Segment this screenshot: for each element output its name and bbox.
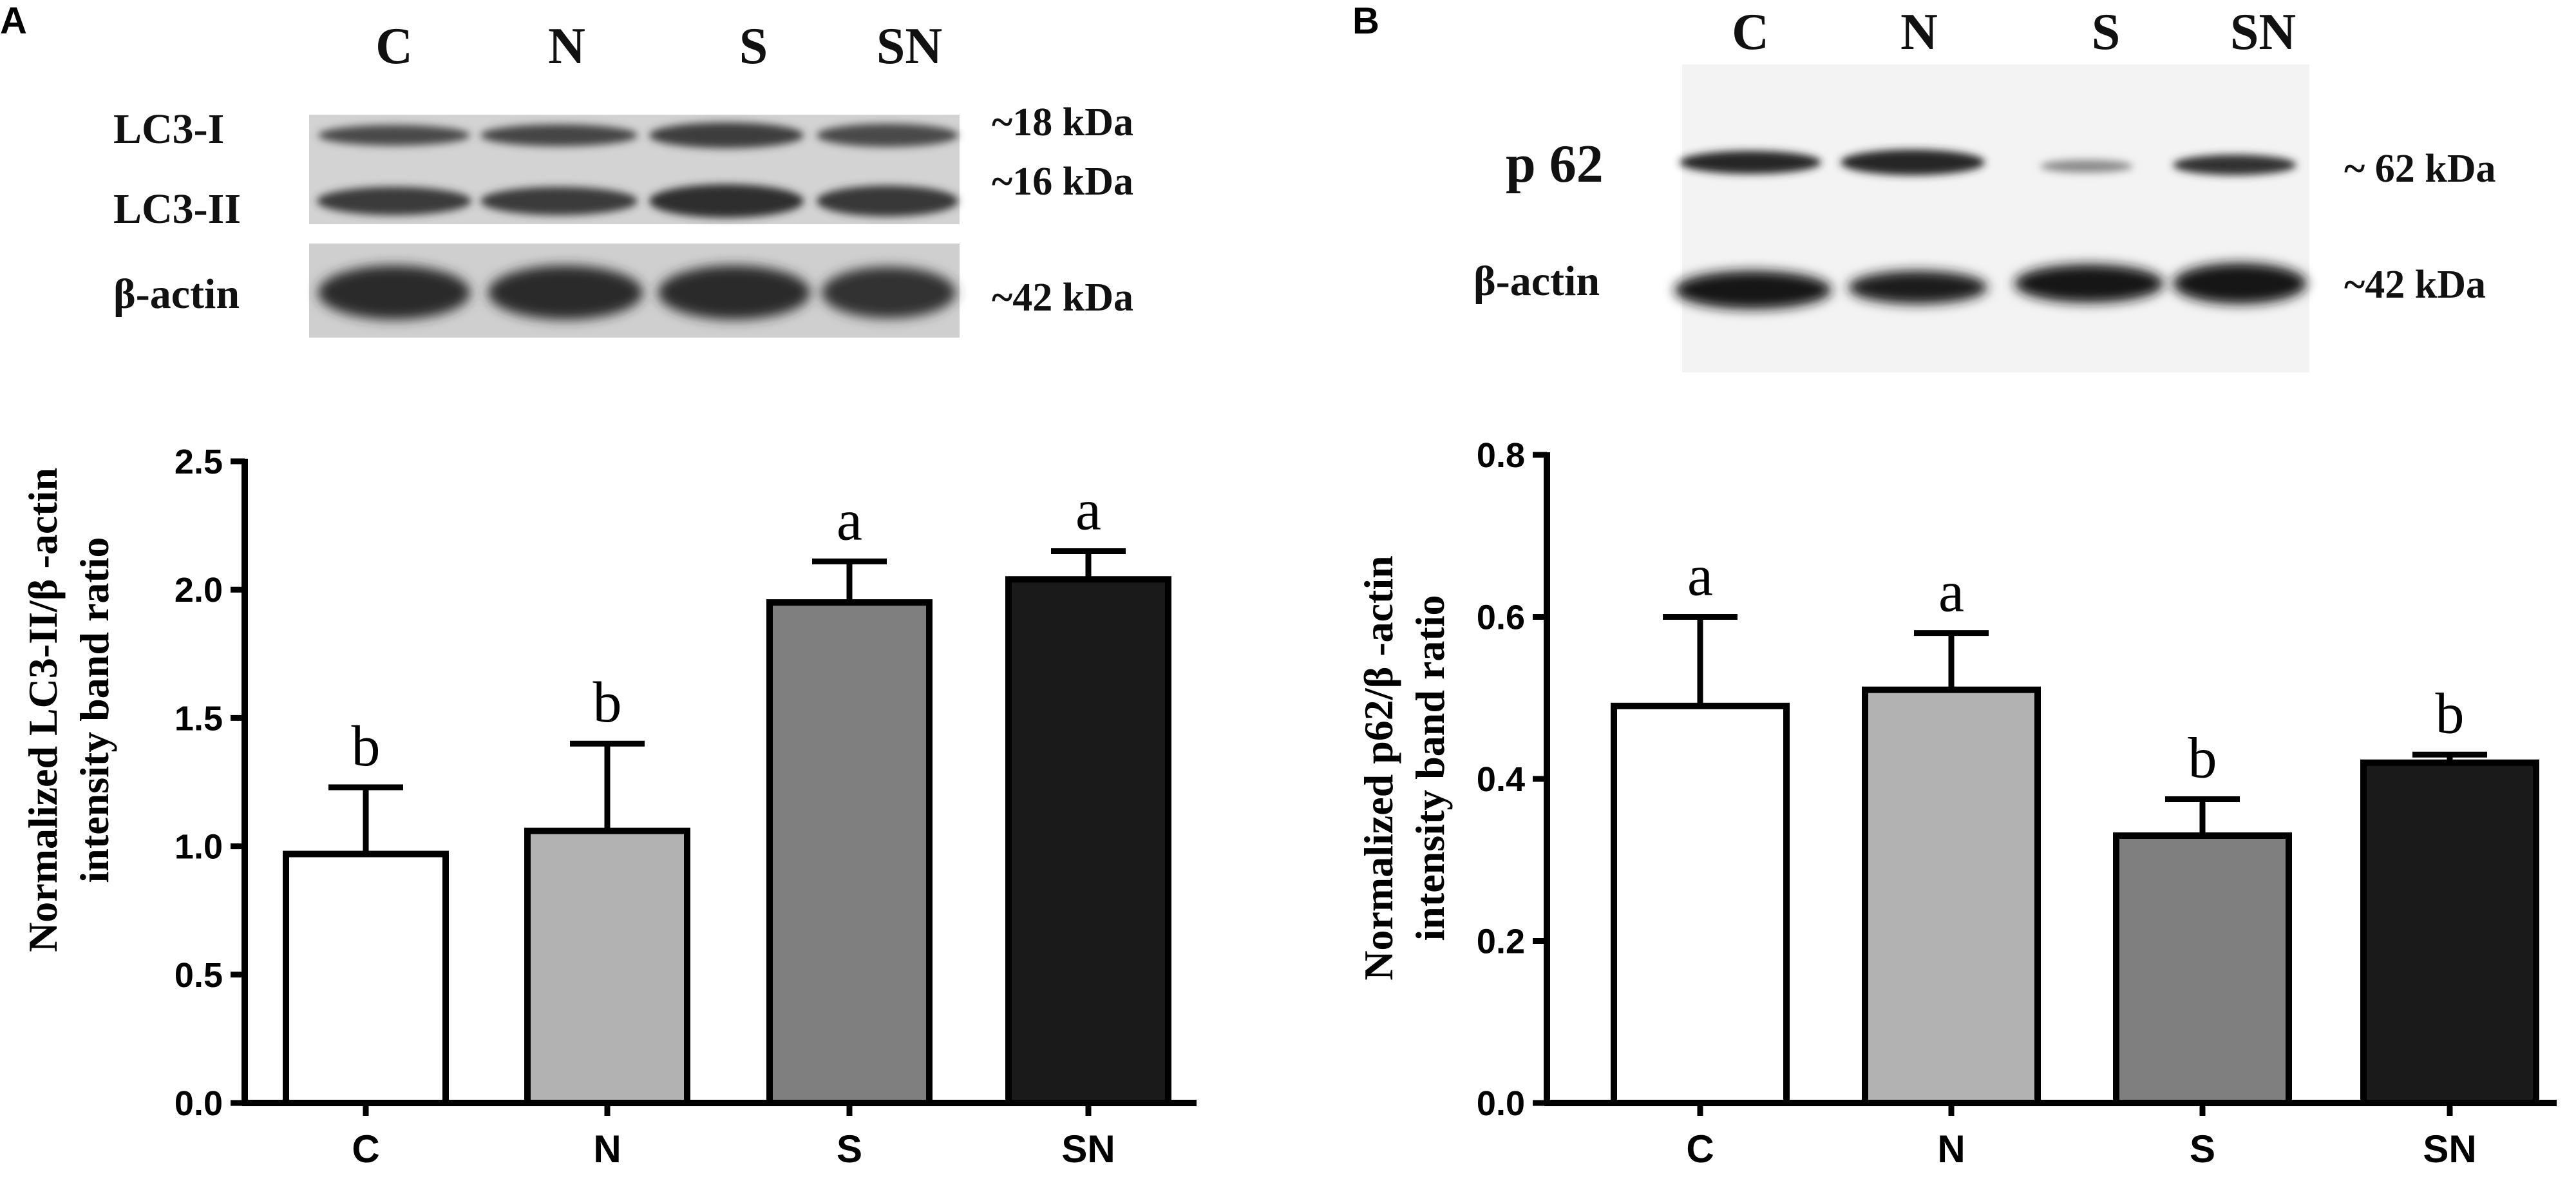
x-tick-label: C xyxy=(1686,1127,1714,1171)
bar-s xyxy=(2113,832,2292,1107)
blot-b-label-beta-actin: β-actin xyxy=(1473,258,1600,305)
blot-a-lane-c: C xyxy=(375,18,413,75)
blot-b-mw-42: ~42 kDa xyxy=(2344,263,2486,307)
significance-label: a xyxy=(837,488,862,552)
blot-b-lane-sn: SN xyxy=(2230,4,2296,61)
blot-a-lane-n: N xyxy=(548,18,585,75)
significance-label: b xyxy=(593,671,622,734)
bar-s xyxy=(766,599,933,1106)
significance-label: b xyxy=(2436,682,2465,745)
bar-sn xyxy=(1005,576,1171,1106)
chart-b-axes xyxy=(1544,452,2557,1106)
x-tick-label: N xyxy=(1937,1127,1965,1171)
blot-b-membrane xyxy=(1682,64,2309,372)
western-blot-b: C N S SN p 62 β-actin ~ 62 kDa ~42 kDa xyxy=(1473,4,2496,372)
blot-a-label-lc3-i: LC3-I xyxy=(113,106,224,153)
blot-b-p62-bands xyxy=(1680,149,2297,175)
x-tick-label: C xyxy=(352,1127,379,1171)
bar-n xyxy=(1862,686,2041,1107)
blot-b-lane-c: C xyxy=(1732,4,1769,61)
panel-a: A C N S SN LC3-I LC3-II β-actin ~18 kDa … xyxy=(0,0,1197,1171)
chart-b-ylabel-line2: intensity band ratio xyxy=(1407,595,1453,941)
y-tick-label: 0.2 xyxy=(1477,923,1525,961)
blot-a-lc3-strip xyxy=(309,115,960,224)
y-tick-label: 0.6 xyxy=(1477,599,1525,637)
chart-b-xlabels: C N S SN xyxy=(1686,1103,2477,1171)
western-blot-a: C N S SN LC3-I LC3-II β-actin ~18 kDa ~1… xyxy=(113,18,1133,338)
chart-b: Normalized p62/β -actin intensity band r… xyxy=(1356,436,2557,1171)
blot-a-mw-18: ~18 kDa xyxy=(992,101,1133,144)
chart-a-yticks: 0.0 0.5 1.0 1.5 2.0 2.5 xyxy=(175,443,245,1123)
chart-a-axes xyxy=(242,459,1197,1106)
panel-b: B C N S SN p 62 β-actin ~ 62 kDa ~42 kDa xyxy=(1352,0,2557,1171)
x-tick-label: S xyxy=(2190,1127,2215,1171)
blot-a-label-beta-actin: β-actin xyxy=(113,271,240,318)
y-tick-label: 2.0 xyxy=(175,571,223,609)
y-tick-label: 2.5 xyxy=(175,443,223,481)
blot-b-lane-s: S xyxy=(2092,4,2121,61)
blot-b-mw-62: ~ 62 kDa xyxy=(2344,147,2496,191)
bar-sn xyxy=(2360,759,2539,1106)
y-tick-label: 0.5 xyxy=(175,956,223,995)
blot-b-actin-bands xyxy=(1674,263,2307,309)
significance-label: a xyxy=(1075,478,1101,542)
y-tick-label: 0.8 xyxy=(1477,436,1525,475)
blot-b-lane-n: N xyxy=(1900,4,1938,61)
chart-b-yticks: 0.0 0.2 0.4 0.6 0.8 xyxy=(1477,436,1547,1123)
blot-a-lane-sn: SN xyxy=(876,18,942,75)
y-tick-label: 0.0 xyxy=(1477,1084,1525,1123)
significance-label: b xyxy=(352,714,381,778)
bar-c xyxy=(283,850,449,1106)
blot-b-label-p62: p 62 xyxy=(1506,134,1604,194)
y-tick-label: 0.0 xyxy=(175,1084,223,1123)
x-tick-label: S xyxy=(837,1127,862,1171)
x-tick-label: SN xyxy=(1061,1127,1115,1171)
blot-a-label-lc3-ii: LC3-II xyxy=(113,186,241,233)
chart-a-ylabel-line2: intensity band ratio xyxy=(71,537,117,883)
chart-a-bars: b b a a xyxy=(283,478,1171,1107)
y-tick-label: 0.4 xyxy=(1477,760,1525,799)
chart-b-bars: a a b b xyxy=(1611,544,2539,1107)
blot-a-actin-strip xyxy=(309,244,960,338)
significance-label: a xyxy=(1687,544,1713,608)
y-tick-label: 1.5 xyxy=(175,699,223,738)
bar-n xyxy=(524,827,690,1107)
chart-a: Normalized LC3-II/β -actin intensity ban… xyxy=(20,443,1197,1171)
chart-b-ylabel-line1: Normalized p62/β -actin xyxy=(1356,555,1401,980)
bar-c xyxy=(1611,702,1790,1106)
y-tick-label: 1.0 xyxy=(175,828,223,867)
blot-a-mw-42: ~42 kDa xyxy=(992,276,1133,320)
blot-a-lane-s: S xyxy=(739,18,768,75)
panel-letter-b: B xyxy=(1352,0,1379,42)
significance-label: a xyxy=(1938,561,1964,624)
chart-a-ylabel-line1: Normalized LC3-II/β -actin xyxy=(20,468,66,952)
x-tick-label: SN xyxy=(2423,1127,2476,1171)
blot-a-mw-16: ~16 kDa xyxy=(992,160,1133,204)
significance-label: b xyxy=(2188,726,2217,790)
chart-a-xlabels: C N S SN xyxy=(352,1103,1115,1171)
x-tick-label: N xyxy=(593,1127,621,1171)
panel-letter-a: A xyxy=(0,0,27,42)
